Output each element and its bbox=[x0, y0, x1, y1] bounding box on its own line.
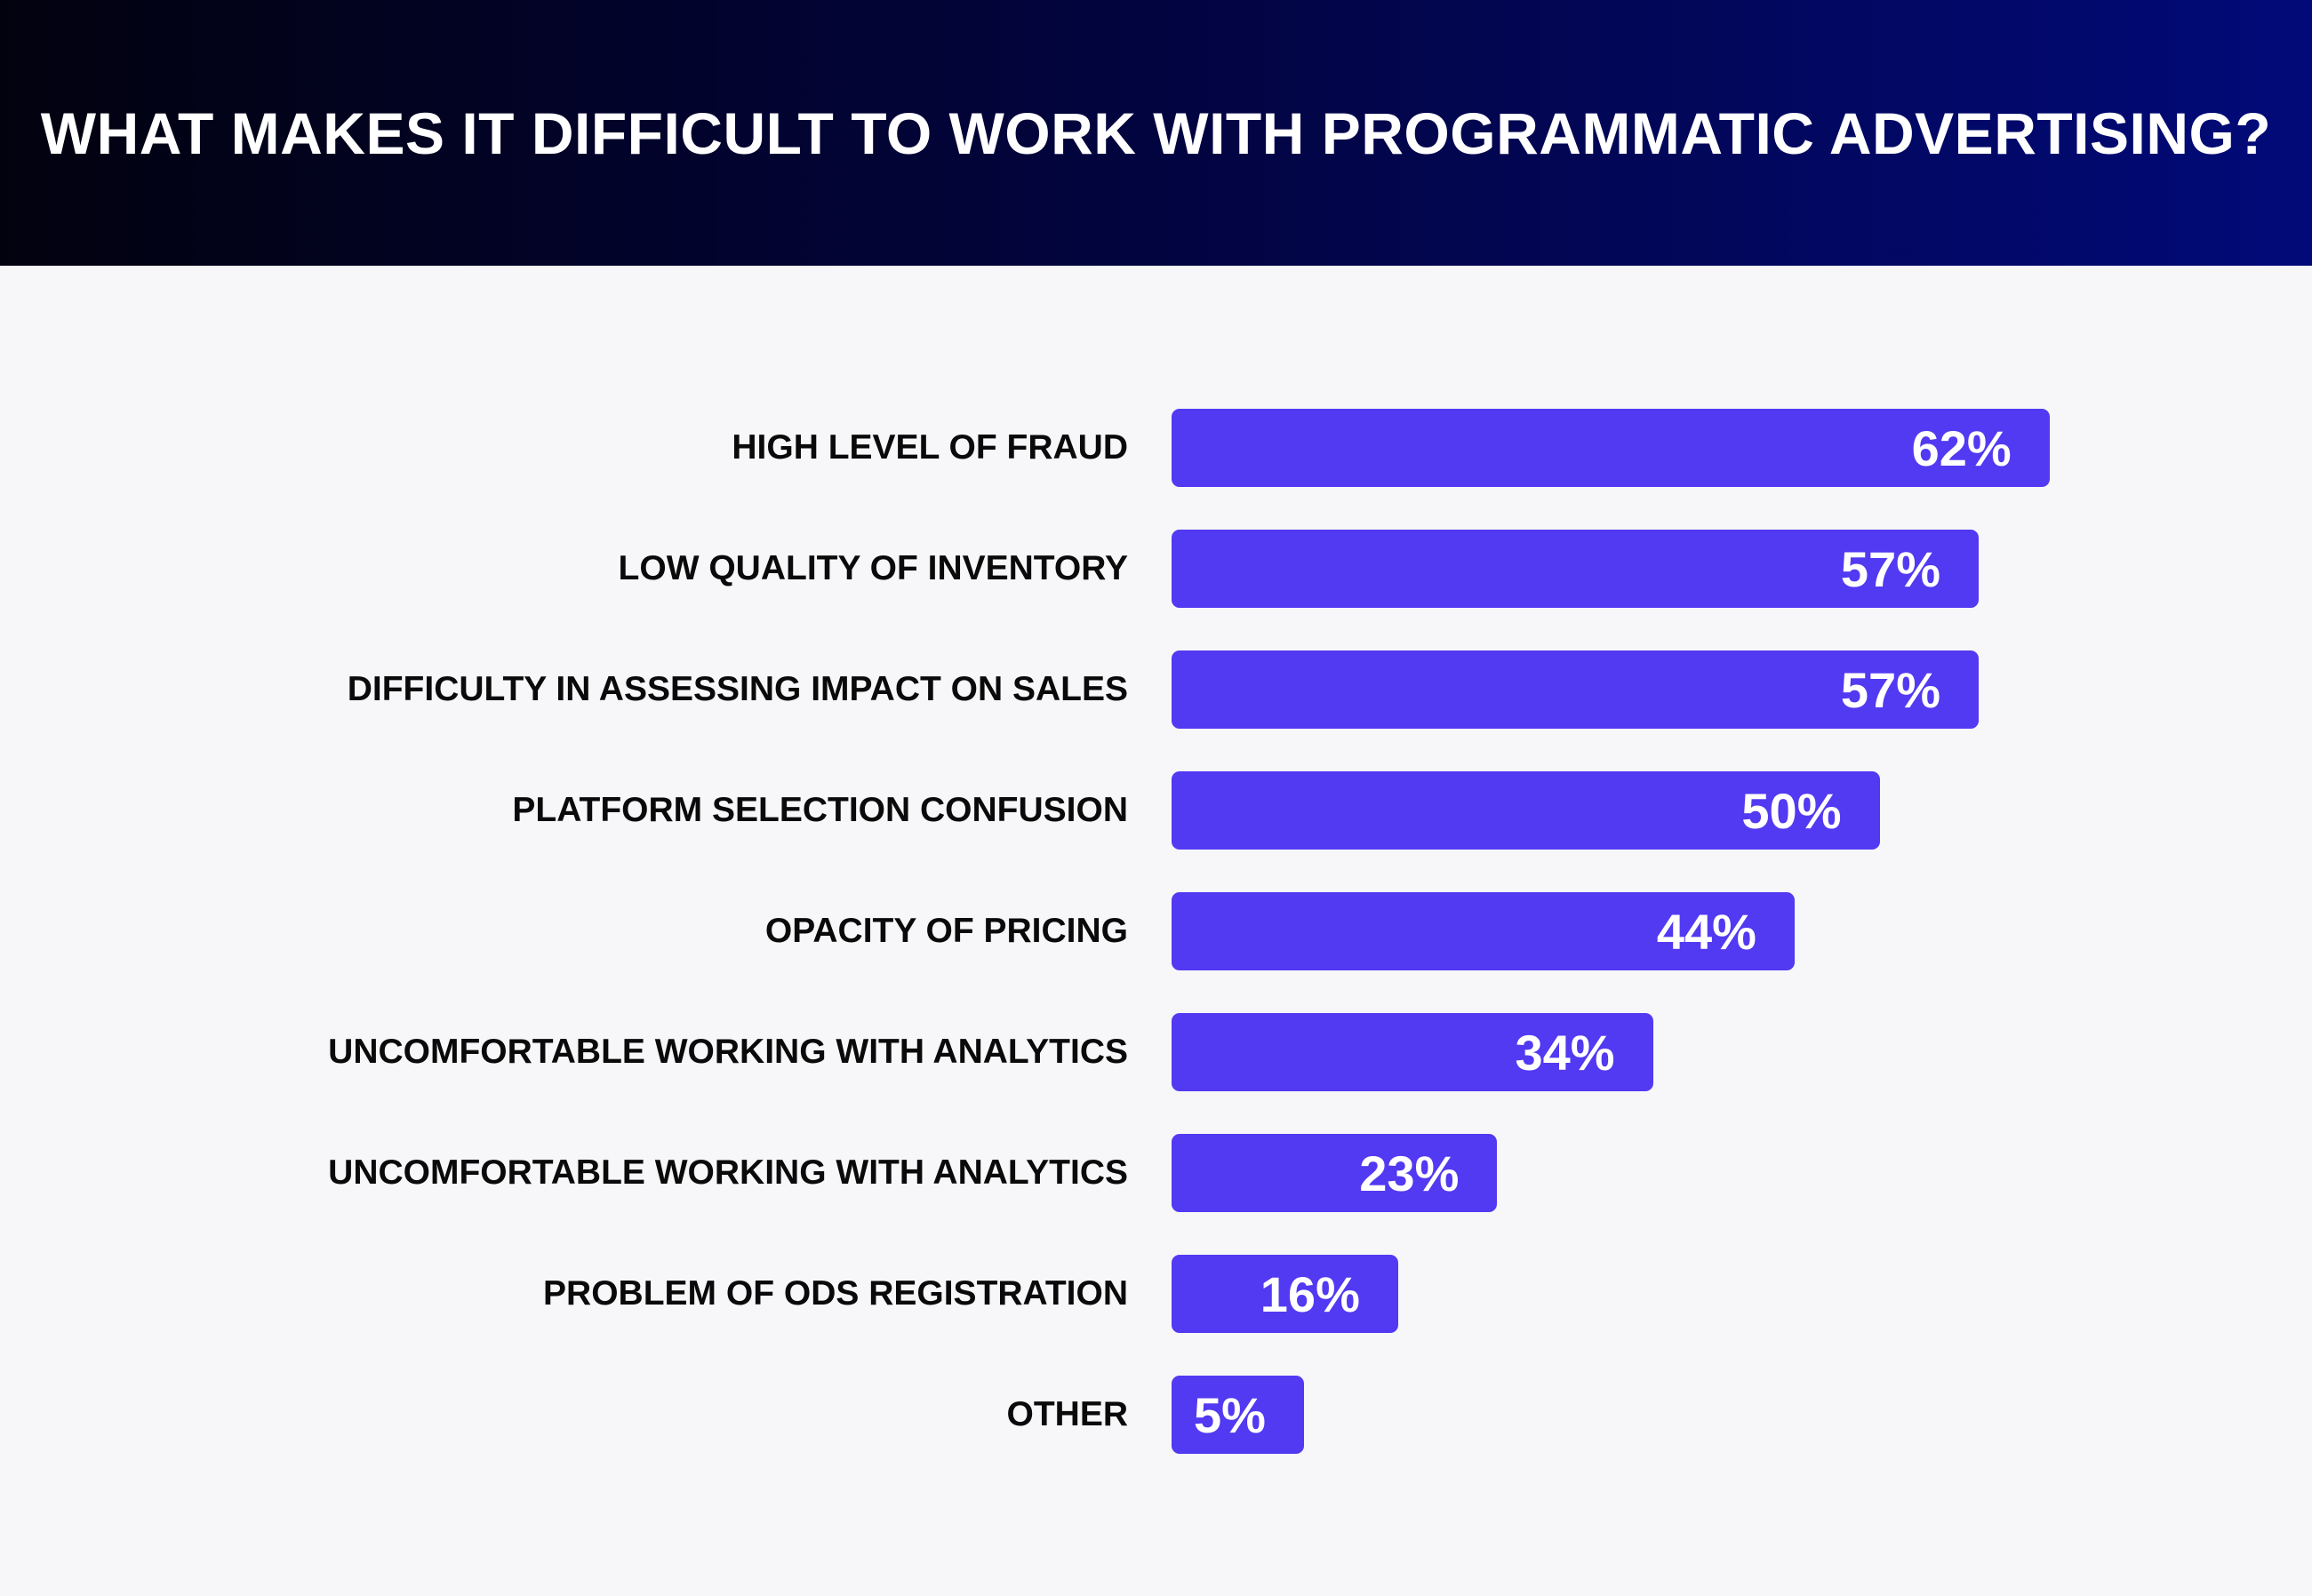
bar-row: UNCOMFORTABLE WORKING WITH ANALYTICS 34% bbox=[0, 1013, 2312, 1091]
chart-title: WHAT MAKES IT DIFFICULT TO WORK WITH PRO… bbox=[40, 100, 2272, 166]
bar: 23% bbox=[1172, 1134, 1498, 1212]
bar: 44% bbox=[1172, 892, 1795, 970]
bar-row: OTHER 5% bbox=[0, 1376, 2312, 1454]
value-label: 44% bbox=[1656, 904, 1756, 960]
category-label: DIFFICULTY IN ASSESSING IMPACT ON SALES bbox=[347, 670, 1128, 708]
bar: 62% bbox=[1172, 409, 2050, 487]
bar: 34% bbox=[1172, 1013, 1653, 1091]
value-label: 62% bbox=[1911, 420, 2012, 476]
bar: 57% bbox=[1172, 530, 1979, 608]
category-label: LOW QUALITY OF INVENTORY bbox=[618, 549, 1128, 587]
bar: 57% bbox=[1172, 650, 1979, 729]
category-label: OPACITY OF PRICING bbox=[764, 912, 1128, 950]
value-label: 5% bbox=[1194, 1387, 1266, 1443]
category-label: UNCOMFORTABLE WORKING WITH ANALYTICS bbox=[328, 1033, 1128, 1071]
bar: 16% bbox=[1172, 1255, 1398, 1333]
value-label: 57% bbox=[1840, 541, 1940, 597]
value-label: 57% bbox=[1840, 662, 1940, 718]
bar-row: HIGH LEVEL OF FRAUD 62% bbox=[0, 409, 2312, 487]
category-label: UNCOMFORTABLE WORKING WITH ANALYTICS bbox=[328, 1153, 1128, 1192]
value-label: 16% bbox=[1260, 1266, 1360, 1322]
category-label: HIGH LEVEL OF FRAUD bbox=[732, 428, 1128, 467]
bar-row: OPACITY OF PRICING 44% bbox=[0, 892, 2312, 970]
value-label: 50% bbox=[1741, 783, 1842, 839]
bar-row: UNCOMFORTABLE WORKING WITH ANALYTICS 23% bbox=[0, 1134, 2312, 1212]
bar: 5% bbox=[1172, 1376, 1304, 1454]
category-label: OTHER bbox=[1006, 1395, 1129, 1433]
category-label: PLATFORM SELECTION CONFUSION bbox=[512, 791, 1128, 829]
bar-row: DIFFICULTY IN ASSESSING IMPACT ON SALES 5… bbox=[0, 650, 2312, 729]
chart-header: WHAT MAKES IT DIFFICULT TO WORK WITH PRO… bbox=[0, 0, 2312, 266]
value-label: 23% bbox=[1359, 1145, 1460, 1201]
bar-row: LOW QUALITY OF INVENTORY 57% bbox=[0, 530, 2312, 608]
category-label: PROBLEM OF ODS REGISTRATION bbox=[543, 1274, 1128, 1313]
value-label: 34% bbox=[1515, 1025, 1615, 1081]
bar-row: PLATFORM SELECTION CONFUSION 50% bbox=[0, 771, 2312, 850]
bar-row: PROBLEM OF ODS REGISTRATION 16% bbox=[0, 1255, 2312, 1333]
bar: 50% bbox=[1172, 771, 1880, 850]
